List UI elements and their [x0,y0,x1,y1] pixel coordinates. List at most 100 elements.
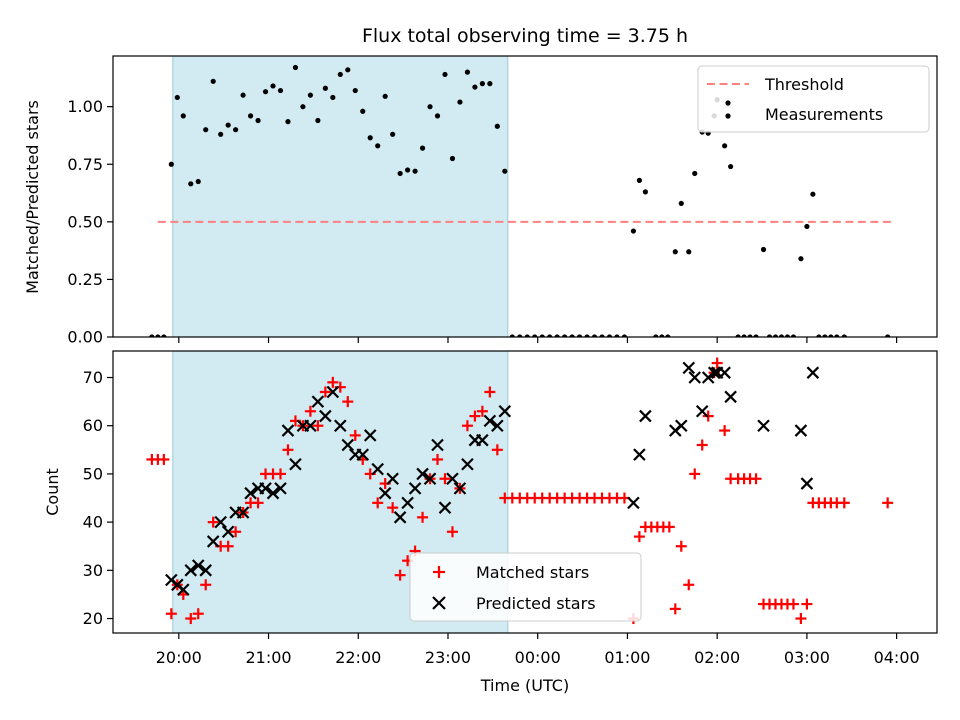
matched-stars-point [304,405,316,417]
bottom-y-axis: 20 30 40 50 60 70 [83,368,113,628]
predicted-stars-point [461,458,474,471]
measurement-point [621,334,628,337]
predicted-stars-point [341,438,355,452]
measurement-point [653,334,659,337]
predicted-stars-point [707,366,721,379]
predicted-stars-point [319,409,332,423]
measurement-point [203,127,209,133]
measurement-point [502,168,508,174]
matched-stars-point [312,420,324,432]
matched-stars-point [689,468,701,480]
measurement-point [532,334,538,337]
measurement-point [599,334,605,337]
measurement-point [591,334,598,337]
predicted-stars-point [393,511,407,524]
matched-stars-point [274,468,286,480]
matched-stars-point [719,425,731,437]
top-y-axis-label: Matched/Predicted stars [23,100,42,294]
measurement-point [728,163,734,170]
measurement-point [630,228,637,234]
matched-stars-point [461,420,473,432]
chart-title: Flux total observing time = 3.75 h [362,25,688,47]
matched-stars-point [446,526,458,538]
measurement-point [300,104,306,110]
matched-stars-point [439,473,451,485]
matched-stars-point [185,613,197,625]
measurement-point [412,168,418,174]
predicted-stars-point [627,496,640,510]
y-tick-label: 0.50 [67,212,103,231]
predicted-stars-point [266,486,280,500]
predicted-stars-point [674,419,688,432]
y-tick-label: 0.25 [67,270,103,289]
measurement-point [255,117,261,124]
bottom-panel-frame [112,350,938,634]
matched-stars-point [342,396,354,408]
matched-stars-point [394,569,406,581]
measurement-point [449,155,456,162]
measurement-point [188,181,194,187]
measurement-point [285,119,291,125]
bottom-y-axis-label: Count [43,468,62,516]
matched-stars-point [282,444,294,456]
matched-stars-point [372,497,384,509]
matched-stars-point [349,429,361,441]
matched-stars-point [432,453,444,465]
measurement-point [747,334,753,337]
predicted-stars-point [491,419,504,432]
matched-stars-point [663,521,675,533]
measurement-point [292,64,299,71]
measurement-point [686,249,692,255]
x-tick-label: 04:00 [874,648,920,667]
measurement-point [804,223,810,230]
legend-matched-swatch [433,566,445,578]
predicted-stars-point [682,361,696,375]
predicted-stars-point [244,486,257,500]
matched-stars-point [882,497,894,509]
measurement-point [569,334,575,337]
matched-stars-point [158,453,170,465]
measurement-point [487,81,493,87]
measurement-point [562,334,568,337]
x-tick-label: 20:00 [156,648,202,667]
predicted-stars-point [289,458,302,471]
measurement-point [262,89,269,95]
predicted-stars-point [476,433,489,447]
legend-predicted-swatch [432,596,446,610]
bottom-legend-box [409,552,642,622]
matched-stars-point [683,579,695,591]
measurement-point [247,113,254,119]
x-tick-label: 01:00 [604,648,650,667]
measurement-point [798,256,804,262]
measurement-point [161,334,167,337]
top-y-axis: 0.00 0.25 0.50 0.75 1.00 [67,97,113,347]
predicted-stars-point [326,385,340,399]
predicted-stars-point [639,409,652,423]
measurement-point [722,143,728,149]
measurement-point [524,334,530,337]
matched-stars-point [192,608,204,620]
predicted-stars-point [378,486,392,500]
measurement-point [375,143,381,149]
matched-stars-point [222,540,234,552]
measurement-point [337,71,343,78]
predicted-stars-point [184,564,198,577]
measurement-point [390,131,396,137]
count-points [146,357,894,625]
matched-stars-point [669,603,681,615]
measurement-point [240,92,246,98]
y-tick-label: 1.00 [67,97,103,116]
matched-stars-point [801,598,813,610]
predicted-stars-point [438,501,452,514]
measurement-point [442,71,448,78]
predicted-stars-point [274,482,287,495]
bottom-legend: Matched stars Predicted stars [409,552,642,622]
y-tick-label: 30 [83,561,103,580]
x-axis-label: Time (UTC) [480,676,569,695]
predicted-stars-point [259,482,272,495]
measurement-point [315,117,321,124]
measurement-point [692,170,698,177]
predicted-stars-point [806,366,820,379]
measurement-point [735,334,741,337]
predicted-stars-point [446,472,459,486]
